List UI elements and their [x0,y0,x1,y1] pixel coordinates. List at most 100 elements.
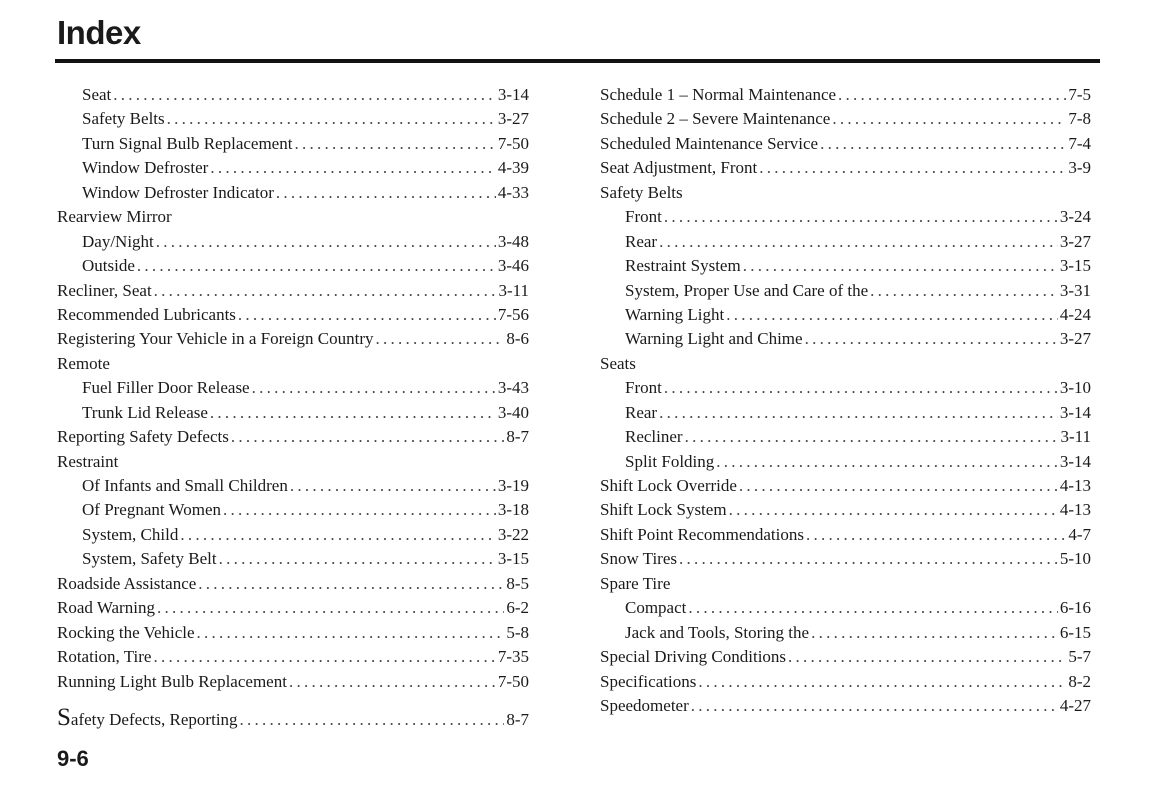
dot-leader [252,376,496,400]
dot-leader [811,621,1058,645]
entry-page: 3-11 [1060,427,1091,447]
dot-leader [154,279,497,303]
index-subentry: Trunk Lid Release 3-40 [57,401,529,425]
index-entry: Recommended Lubricants 7-56 [57,303,529,327]
dot-leader [376,327,505,351]
entry-label: Trunk Lid Release [82,402,208,422]
entry-page: 3-27 [1059,329,1091,349]
dot-leader [870,279,1058,303]
index-column-left: Seat 3-14 Safety Belts 3-27 Turn Signal Bulb… [57,83,529,730]
entry-label: Jack and Tools, Storing the [625,622,810,642]
index-subentry: System, Proper Use and Care of the 3-31 [600,279,1091,303]
entry-label: Safety Belts [600,182,683,202]
dot-leader [210,156,496,180]
entry-page: 6-16 [1059,598,1091,618]
index-subentry: Of Infants and Small Children 3-19 [57,474,529,498]
index-column-right: Schedule 1 – Normal Maintenance7-5Schedu… [600,83,1091,718]
entry-label: Specifications [600,671,697,691]
dot-leader [153,645,495,669]
index-subentry: Rear 3-14 [600,401,1091,425]
entry-label: Restraint [57,451,119,471]
index-entry: Special Driving Conditions 5-7 [600,645,1091,669]
entry-label: Running Light Bulb Replacement [57,671,287,691]
entry-label: Warning Light and Chime [625,329,803,349]
entry-label: Schedule 1 – Normal Maintenance [600,85,837,104]
page-number: 9-6 [57,746,89,771]
page-title: Index [57,14,141,51]
index-entry: Recliner, Seat 3-11 [57,279,529,303]
dot-leader [180,523,495,547]
entry-page: 4-13 [1059,476,1091,495]
entry-page: 3-27 [497,109,529,129]
index-subentry: Window Defroster 4-39 [57,156,529,180]
index-entry: Shift Point Recommendations 4-7 [600,523,1091,547]
entry-page: 4-39 [497,158,529,178]
entry-label: Scheduled Maintenance Service [600,133,819,153]
dot-leader [664,205,1058,229]
dot-leader [659,230,1058,254]
dot-leader [698,670,1066,694]
entry-page: 3-15 [1059,256,1091,276]
entry-label: Rear [625,402,658,422]
index-entry: Running Light Bulb Replacement 7-50 [57,670,529,694]
index-entry: Rotation, Tire 7-35 [57,645,529,669]
entry-label: Recliner, Seat [57,280,152,300]
dot-leader [290,474,496,498]
dot-leader [238,303,496,327]
entry-page: 3-9 [1068,158,1091,178]
entry-label: Seats [600,353,636,373]
entry-label: Registering Your Vehicle in a Foreign Co… [57,329,374,349]
dot-leader [276,181,496,205]
entry-label: Restraint System [625,256,741,276]
title-rule [55,59,1100,63]
index-entry: Schedule 1 – Normal Maintenance 7-5 [600,83,1091,107]
entry-page: 4-13 [1059,500,1091,520]
index-entry: Shift Lock System 4-13 [600,498,1091,522]
entry-label: Shift Point Recommendations [600,524,804,544]
index-entry: Roadside Assistance 8-5 [57,572,529,596]
index-entry: Registering Your Vehicle in a Foreign Co… [57,327,529,351]
index-entry: Restraint [57,450,529,474]
index-subentry: System, Safety Belt 3-15 [57,547,529,571]
index-subentry: Fuel Filler Door Release 3-43 [57,376,529,400]
entry-page: 7-50 [497,671,529,691]
entry-page: 4-24 [1059,304,1091,324]
entry-label: Safety Defects, Reporting [57,705,238,731]
index-subentry: Restraint System 3-15 [600,254,1091,278]
entry-page: 5-7 [1068,647,1091,667]
entry-label: Speedometer [600,695,689,715]
index-subentry: Compact 6-16 [600,596,1091,620]
dot-leader [223,498,496,522]
dot-leader [240,708,505,730]
entry-page: 6-15 [1059,622,1091,642]
entry-page: 3-14 [1059,402,1091,422]
entry-page: 3-48 [497,231,529,251]
entry-page: 6-2 [506,598,529,618]
dot-leader [231,425,504,449]
entry-label: Outside [82,256,135,276]
index-subentry: Warning Light 4-24 [600,303,1091,327]
entry-label: Snow Tires [600,549,678,569]
entry-label: Front [625,378,662,398]
dot-leader [739,474,1058,498]
index-subentry: Rear 3-27 [600,230,1091,254]
entry-label: System, Safety Belt [82,549,217,569]
entry-label: Day/Night [82,231,154,251]
index-subentry: Outside 3-46 [57,254,529,278]
dot-leader [113,83,496,107]
entry-page: 8-7 [506,427,529,447]
entry-label: Safety Belts [82,109,165,129]
entry-label: Reporting Safety Defects [57,427,229,447]
entry-page: 7-50 [497,133,529,153]
entry-page: 8-2 [1068,671,1091,691]
entry-label: Window Defroster [82,158,209,178]
index-entry: Snow Tires 5-10 [600,547,1091,571]
dot-leader [157,596,504,620]
entry-page: 3-24 [1059,207,1091,227]
entry-label: Seat [82,85,112,104]
entry-page: 4-7 [1068,524,1091,544]
dot-leader [198,572,504,596]
entry-page: 3-27 [1059,231,1091,251]
entry-page: 7-35 [497,647,529,667]
dot-leader [729,498,1058,522]
